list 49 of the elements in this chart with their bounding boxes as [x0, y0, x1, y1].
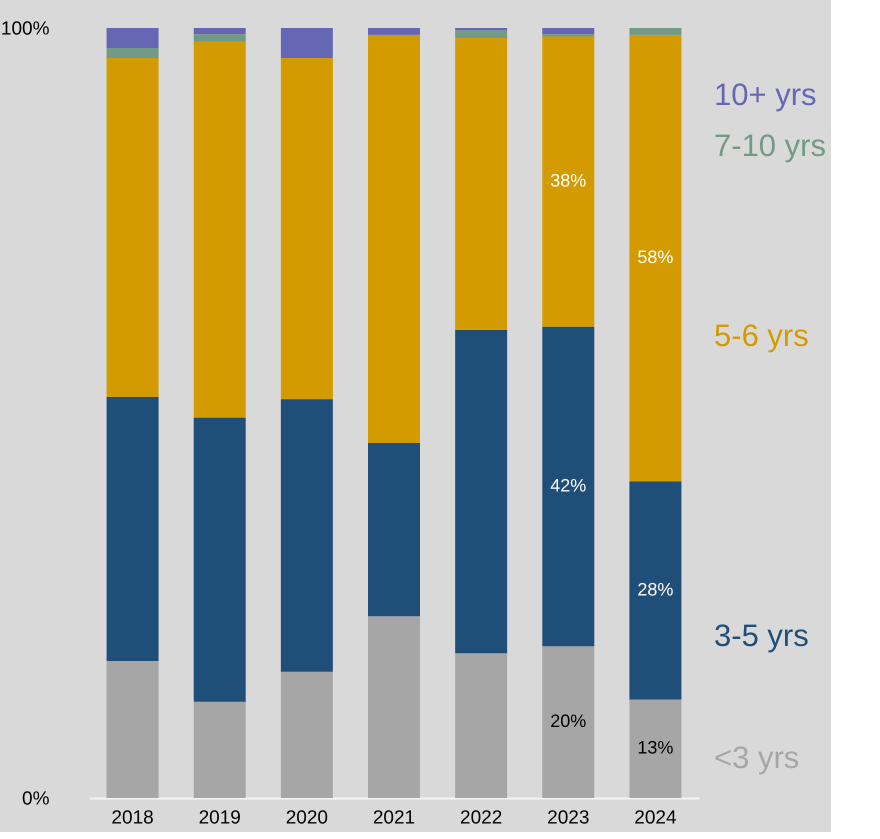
y-tick-label: 100% — [0, 18, 50, 40]
bar — [542, 646, 594, 798]
data-label: 38% — [550, 170, 586, 191]
data-label: 58% — [637, 247, 674, 268]
bar — [106, 28, 159, 48]
bar — [368, 34, 420, 444]
bar — [106, 48, 159, 58]
bar — [629, 482, 682, 700]
x-tick-label: 2024 — [634, 808, 677, 828]
bar — [106, 660, 159, 798]
bar — [542, 28, 594, 34]
bar — [106, 396, 159, 661]
bar — [194, 702, 246, 798]
bar — [280, 672, 333, 798]
x-tick-label: 2021 — [372, 808, 416, 828]
bar — [194, 34, 246, 42]
bar — [455, 38, 508, 330]
bar — [542, 326, 594, 646]
bar — [194, 418, 246, 702]
data-label: 42% — [550, 476, 586, 496]
series-label: 3-5 yrs — [714, 618, 809, 653]
bar — [455, 330, 508, 654]
bar — [368, 28, 420, 35]
bar — [368, 443, 420, 616]
bar — [455, 653, 508, 798]
bar — [455, 30, 508, 38]
text: 10+ yrs — [714, 77, 817, 112]
bar — [629, 34, 682, 482]
x-tick-label: 2020 — [286, 808, 328, 828]
x-tick-label: 2023 — [547, 808, 590, 828]
data-label: 13% — [637, 738, 674, 758]
bar — [368, 616, 420, 798]
bar — [106, 58, 159, 397]
bar — [629, 699, 682, 798]
bar — [542, 36, 594, 327]
bar — [629, 28, 682, 35]
bar — [194, 28, 246, 34]
text: 7-10 yrs — [714, 128, 826, 163]
x-tick-label: 2018 — [111, 808, 154, 828]
data-label: 20% — [550, 711, 586, 732]
bar — [194, 42, 246, 418]
bar — [280, 28, 333, 58]
bar — [280, 399, 333, 672]
x-tick-label: 2019 — [198, 808, 241, 828]
bar — [280, 58, 333, 400]
y-tick-label: 0% — [22, 788, 50, 810]
x-tick-label: 2022 — [460, 808, 502, 828]
series-label: 5-6 yrs — [714, 318, 809, 353]
data-label: 28% — [637, 579, 674, 600]
